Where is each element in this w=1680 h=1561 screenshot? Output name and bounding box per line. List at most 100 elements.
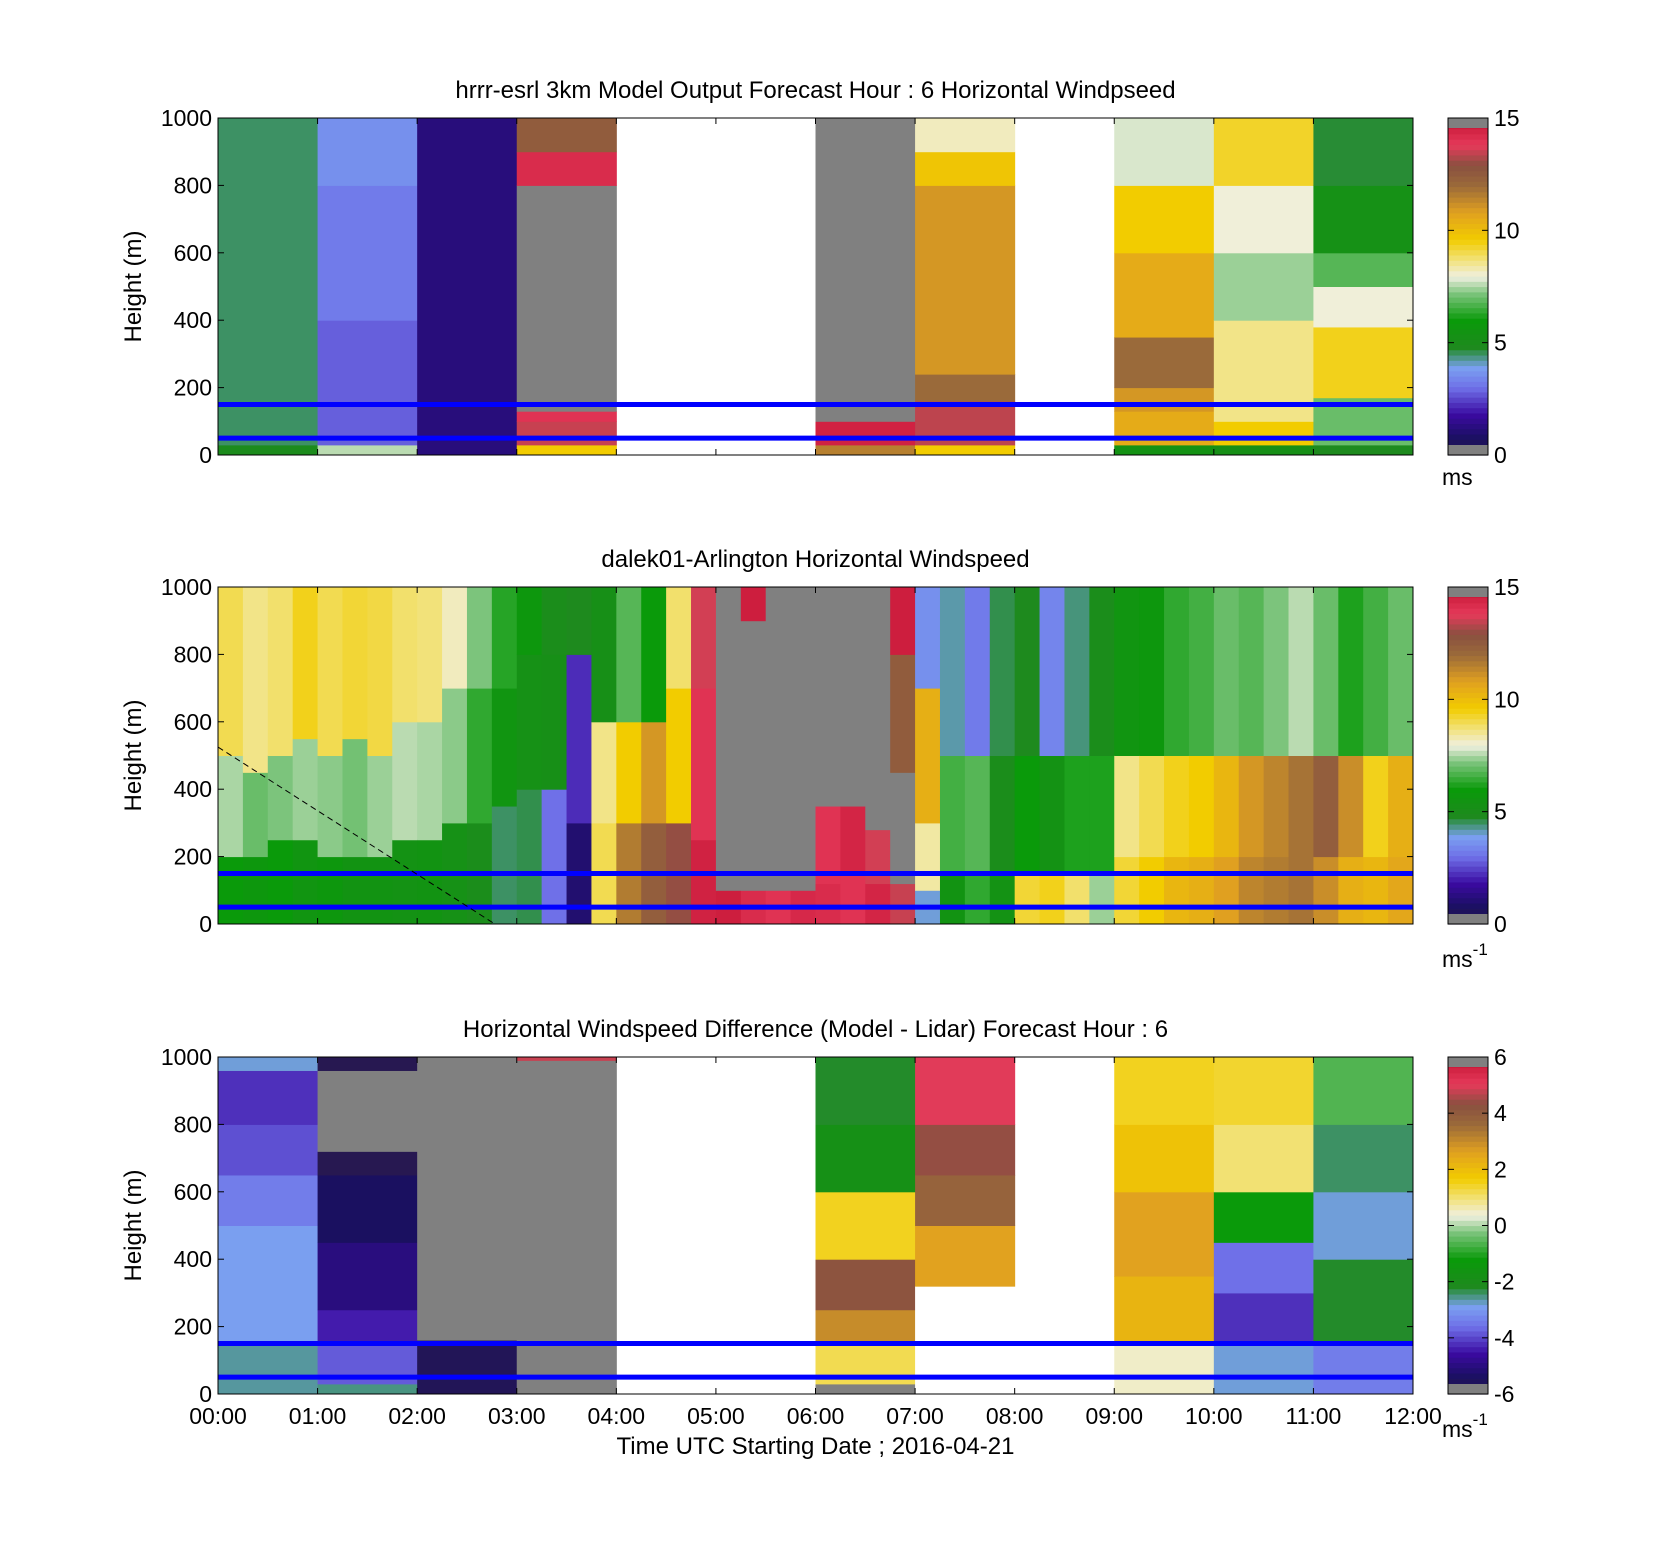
colorbar-swatch bbox=[1448, 713, 1488, 720]
colorbar-swatch bbox=[1448, 750, 1488, 757]
heatmap-cell bbox=[392, 721, 418, 841]
colorbar-swatch bbox=[1448, 902, 1488, 909]
heatmap-cell bbox=[218, 1225, 319, 1344]
heatmap-cell bbox=[1213, 856, 1240, 925]
colorbar-tick-label: 0 bbox=[1494, 1213, 1507, 1239]
heatmap-cell bbox=[616, 721, 642, 824]
heatmap-cell bbox=[1188, 755, 1215, 858]
heatmap-cell bbox=[1338, 587, 1364, 756]
colorbar-swatch bbox=[1448, 1230, 1488, 1237]
heatmap-cell bbox=[516, 185, 617, 412]
heatmap-cell bbox=[317, 1151, 418, 1176]
heatmap-cell bbox=[1064, 755, 1090, 874]
x-tick-label: 03:00 bbox=[488, 1403, 546, 1429]
colorbar-swatch bbox=[1448, 834, 1488, 841]
heatmap-cell bbox=[566, 654, 592, 824]
colorbar-swatch bbox=[1448, 1357, 1488, 1364]
colorbar-swatch bbox=[1448, 860, 1488, 867]
colorbar-swatch bbox=[1448, 407, 1488, 414]
colorbar-swatch bbox=[1448, 333, 1488, 340]
colorbar-swatch bbox=[1448, 708, 1488, 714]
heatmap-cell bbox=[1263, 856, 1290, 925]
heatmap-cell bbox=[1313, 286, 1414, 328]
colorbar-swatch bbox=[1448, 1236, 1488, 1242]
colorbar-swatch bbox=[1448, 170, 1488, 177]
heatmap-cell bbox=[1388, 856, 1414, 925]
y-tick-label: 400 bbox=[174, 1246, 212, 1272]
heatmap-cell bbox=[815, 1259, 916, 1311]
y-tick-label: 400 bbox=[174, 307, 212, 333]
colorbar-frame bbox=[1447, 117, 1489, 456]
colorbar-swatch bbox=[1448, 1346, 1488, 1353]
heatmap-cell bbox=[939, 587, 966, 756]
colorbar-swatch bbox=[1448, 1315, 1488, 1321]
heatmap-cell bbox=[815, 1383, 916, 1395]
heatmap-cell bbox=[417, 118, 518, 456]
y-tick-label: 200 bbox=[174, 1314, 212, 1340]
colorbar-swatch bbox=[1448, 1157, 1488, 1163]
heatmap-cell bbox=[1313, 252, 1414, 287]
heatmap-cell bbox=[915, 151, 1016, 186]
colorbar-swatch bbox=[1448, 233, 1488, 240]
colorbar-swatch bbox=[1448, 792, 1488, 799]
heatmap-cell bbox=[815, 1309, 916, 1344]
heatmap-cell bbox=[1039, 755, 1065, 874]
heatmap-cell bbox=[591, 721, 617, 824]
colorbar-swatch bbox=[1448, 191, 1488, 198]
heatmap-cell bbox=[740, 620, 767, 891]
y-tick-label: 200 bbox=[174, 844, 212, 870]
colorbar-swatch bbox=[1448, 1262, 1488, 1269]
colorbar-tick-label: 15 bbox=[1494, 105, 1520, 131]
colorbar-overflow bbox=[1448, 587, 1488, 597]
heatmap-cell bbox=[1114, 185, 1215, 254]
heatmap-cell bbox=[1213, 1292, 1314, 1344]
heatmap-cell bbox=[1313, 755, 1339, 858]
heatmap-cell bbox=[1089, 587, 1115, 756]
colorbar-swatch bbox=[1448, 260, 1488, 267]
heatmap-cell bbox=[815, 883, 841, 925]
heatmap-cell bbox=[691, 587, 717, 689]
colorbar-swatch bbox=[1448, 423, 1488, 430]
heatmap-cell bbox=[1213, 755, 1240, 858]
colorbar-swatch bbox=[1448, 418, 1488, 425]
heatmap-cell bbox=[317, 444, 418, 456]
colorbar-swatch bbox=[1448, 254, 1488, 261]
heatmap-cell bbox=[1164, 587, 1190, 756]
heatmap-cell bbox=[915, 688, 941, 824]
colorbar-swatch bbox=[1448, 212, 1488, 219]
colorbar-swatch bbox=[1448, 1172, 1488, 1179]
heatmap-cell bbox=[541, 654, 568, 790]
heatmap-cell bbox=[1263, 755, 1290, 858]
colorbar-swatch bbox=[1448, 297, 1488, 303]
colorbar-swatch bbox=[1448, 1293, 1488, 1300]
colorbar-swatch bbox=[1448, 602, 1488, 609]
heatmap-cell bbox=[516, 654, 543, 790]
colorbar-swatch bbox=[1448, 823, 1488, 830]
heatmap-cell bbox=[666, 587, 692, 689]
colorbar-tick-label: 10 bbox=[1494, 217, 1520, 243]
colorbar-swatch bbox=[1448, 776, 1488, 783]
chart-title: hrrr-esrl 3km Model Output Forecast Hour… bbox=[455, 77, 1175, 104]
colorbar-swatch bbox=[1448, 802, 1488, 809]
colorbar-swatch bbox=[1448, 1320, 1488, 1327]
heatmap-cell bbox=[915, 374, 1016, 402]
x-tick-label: 01:00 bbox=[289, 1403, 347, 1429]
colorbar-swatch bbox=[1448, 692, 1488, 699]
heatmap-cell bbox=[218, 1057, 319, 1071]
heatmap-cell bbox=[1014, 755, 1041, 874]
colorbar-swatch bbox=[1448, 766, 1488, 772]
colorbar-swatch bbox=[1448, 623, 1488, 630]
colorbar-tick-label: 15 bbox=[1494, 574, 1520, 600]
colorbar-swatch bbox=[1448, 1088, 1488, 1095]
heatmap-cell bbox=[1213, 421, 1314, 446]
colorbar-swatch bbox=[1448, 244, 1488, 251]
heatmap-cell bbox=[1039, 587, 1065, 756]
colorbar-swatch bbox=[1448, 312, 1488, 319]
heatmap-cell bbox=[989, 873, 1016, 925]
colorbar-swatch bbox=[1448, 697, 1488, 704]
colorbar-swatch bbox=[1448, 354, 1488, 361]
heatmap-cell bbox=[1139, 856, 1165, 925]
heatmap-cell bbox=[790, 587, 816, 891]
heatmap-cell bbox=[1114, 387, 1215, 412]
